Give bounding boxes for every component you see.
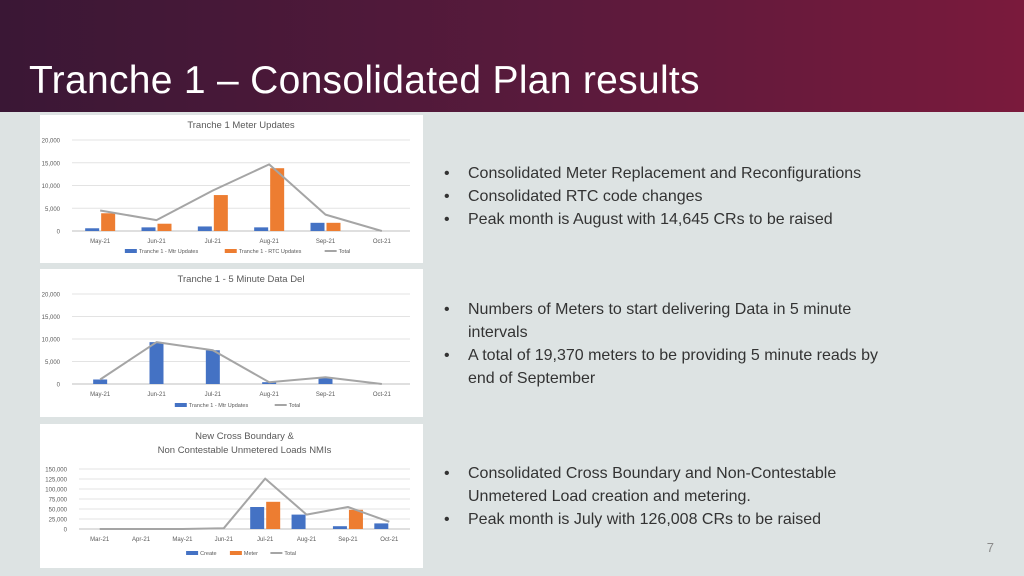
x-tick-label: Jun-21 — [147, 239, 166, 245]
x-tick-label: Aug-21 — [259, 239, 279, 245]
bar — [157, 223, 172, 231]
x-tick-label: Jun-21 — [215, 537, 234, 543]
x-tick-label: Aug-21 — [297, 537, 317, 543]
legend-label: Tranche 1 - Mtr Updates — [189, 403, 249, 409]
bar — [318, 377, 333, 384]
y-tick-label: 0 — [57, 230, 61, 236]
x-tick-label: Sep-21 — [316, 392, 336, 398]
page-number: 7 — [986, 540, 994, 555]
legend-swatch — [229, 551, 242, 555]
y-tick-label: 75,000 — [49, 498, 68, 504]
bar — [197, 226, 212, 231]
bar — [141, 227, 156, 231]
legend-swatch — [174, 403, 187, 407]
bar — [332, 526, 347, 529]
x-tick-label: Sep-21 — [316, 239, 336, 245]
title-banner: Tranche 1 – Consolidated Plan results — [0, 0, 1024, 112]
bar — [291, 514, 306, 529]
chart-cross-boundary: New Cross Boundary & Non Contestable Unme… — [40, 424, 423, 568]
y-tick-label: 10,000 — [42, 184, 61, 190]
x-tick-label: Jul-21 — [205, 239, 222, 245]
bullet-item: Consolidated Meter Replacement and Recon… — [442, 162, 912, 185]
y-tick-label: 50,000 — [49, 508, 68, 514]
y-tick-label: 125,000 — [45, 478, 67, 484]
chart-5min-data-svg: Tranche 1 - 5 Minute Data Del 0 5,000 10,00… — [42, 274, 410, 409]
y-tick-label: 0 — [57, 383, 61, 389]
bullets-section-2: Numbers of Meters to start delivering Da… — [442, 298, 902, 390]
bullet-item: Consolidated RTC code changes — [442, 185, 912, 208]
y-tick-label: 20,000 — [42, 139, 61, 145]
legend-label: Tranche 1 - Mtr Updates — [139, 249, 199, 255]
slide-title: Tranche 1 – Consolidated Plan results — [29, 59, 700, 102]
bar — [254, 227, 269, 231]
bar — [101, 213, 116, 231]
bar — [348, 509, 363, 529]
legend-swatch — [224, 249, 237, 253]
chart-meter-updates: Tranche 1 Meter Updates 0 5,000 10,000 15,00… — [40, 115, 423, 263]
bar — [310, 222, 325, 231]
chart-title: Tranche 1 - 5 Minute Data Del — [178, 274, 305, 285]
bar — [266, 501, 281, 529]
y-tick-label: 150,000 — [45, 468, 67, 474]
chart-title: New Cross Boundary & — [195, 431, 294, 442]
chart-title: Tranche 1 Meter Updates — [187, 120, 295, 131]
bullet-item: Peak month is August with 14,645 CRs to … — [442, 208, 912, 231]
bar — [250, 507, 265, 529]
x-tick-label: Mar-21 — [90, 537, 110, 543]
chart-cross-boundary-svg: New Cross Boundary & Non Contestable Unme… — [45, 431, 410, 557]
series-line — [99, 163, 383, 232]
bar — [374, 523, 389, 529]
legend-label: Meter — [244, 551, 258, 557]
series-line — [99, 341, 382, 385]
x-tick-label: Jul-21 — [257, 537, 274, 543]
bullet-item: Consolidated Cross Boundary and Non-Cont… — [442, 462, 902, 508]
x-tick-label: Oct-21 — [373, 392, 392, 398]
x-tick-label: Jul-21 — [205, 392, 222, 398]
y-tick-label: 5,000 — [45, 360, 61, 366]
legend-label: Total — [284, 551, 296, 557]
x-tick-label: May-21 — [172, 537, 193, 543]
x-tick-label: May-21 — [90, 392, 111, 398]
bar — [85, 228, 100, 231]
y-tick-label: 15,000 — [42, 161, 61, 167]
legend-label: Create — [200, 551, 217, 557]
x-tick-label: Oct-21 — [373, 239, 392, 245]
bullet-item: Numbers of Meters to start delivering Da… — [442, 298, 902, 344]
bullet-item: Peak month is July with 126,008 CRs to b… — [442, 508, 902, 531]
legend-label: Total — [289, 403, 301, 409]
y-tick-label: 25,000 — [49, 518, 68, 524]
chart-meter-updates-svg: Tranche 1 Meter Updates 0 5,000 10,000 15,00… — [42, 120, 410, 255]
bullet-item: A total of 19,370 meters to be providing… — [442, 344, 902, 390]
x-tick-label: Oct-21 — [380, 537, 399, 543]
x-tick-label: Jun-21 — [147, 392, 166, 398]
bullets-section-3: Consolidated Cross Boundary and Non-Cont… — [442, 462, 902, 531]
legend-label: Total — [339, 249, 351, 255]
bar — [270, 168, 285, 231]
y-tick-label: 15,000 — [42, 315, 61, 321]
bar — [213, 195, 228, 231]
bar — [205, 350, 220, 384]
y-tick-label: 20,000 — [42, 293, 61, 299]
legend-label: Tranche 1 - RTC Updates — [239, 249, 302, 255]
x-tick-label: Aug-21 — [259, 392, 279, 398]
x-tick-label: Sep-21 — [338, 537, 358, 543]
bullets-section-1: Consolidated Meter Replacement and Recon… — [442, 162, 912, 231]
y-tick-label: 0 — [64, 528, 68, 534]
bar — [149, 342, 164, 384]
series-line — [99, 477, 390, 530]
y-tick-label: 100,000 — [45, 488, 67, 494]
x-tick-label: May-21 — [90, 239, 111, 245]
y-tick-label: 10,000 — [42, 338, 61, 344]
legend-swatch — [124, 249, 137, 253]
legend-swatch — [186, 551, 199, 555]
y-tick-label: 5,000 — [45, 207, 61, 213]
chart-5min-data: Tranche 1 - 5 Minute Data Del 0 5,000 10,00… — [40, 269, 423, 417]
chart-title: Non Contestable Unmetered Loads NMIs — [158, 445, 332, 456]
x-tick-label: Apr-21 — [132, 537, 151, 543]
bar — [93, 379, 108, 384]
bar — [326, 222, 341, 231]
